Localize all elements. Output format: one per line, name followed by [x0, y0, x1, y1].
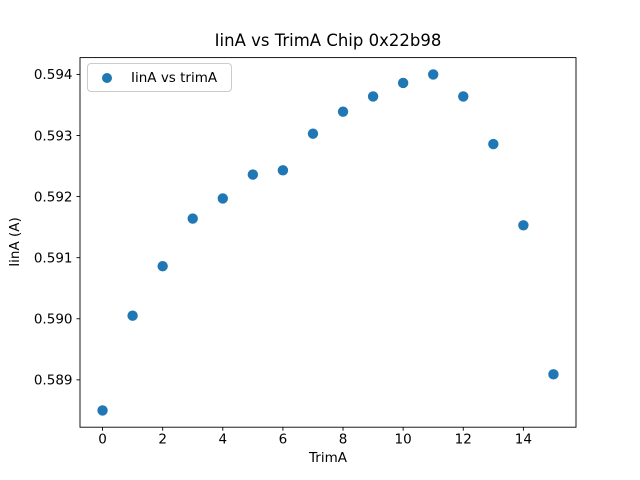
- y-axis-label: IinA (A): [7, 217, 23, 267]
- data-point: [97, 405, 108, 416]
- legend: IinA vs trimA: [87, 63, 232, 92]
- x-tick-label: 10: [395, 432, 412, 448]
- y-tick-label: 0.589: [34, 373, 73, 389]
- x-tick-label: 4: [218, 432, 227, 448]
- data-point: [277, 165, 289, 176]
- data-point: [458, 91, 469, 102]
- y-tick-label: 0.590: [34, 312, 73, 328]
- legend-marker-icon: [102, 72, 112, 83]
- y-tick-label: 0.593: [34, 128, 73, 144]
- data-point: [127, 310, 138, 321]
- data-point: [247, 169, 259, 180]
- data-point: [428, 69, 439, 80]
- x-tick-label: 8: [339, 432, 348, 448]
- x-tick-label: 2: [158, 432, 167, 448]
- data-point: [337, 106, 349, 117]
- x-tick-label: 14: [515, 432, 532, 448]
- x-axis-label: TrimA: [309, 450, 347, 466]
- data-point: [307, 128, 319, 139]
- x-tick-label: 6: [279, 432, 288, 448]
- data-point: [367, 91, 379, 102]
- data-point: [397, 77, 409, 89]
- data-point: [217, 193, 228, 204]
- data-point: [548, 369, 559, 380]
- data-point: [187, 213, 198, 224]
- legend-label: IinA vs trimA: [131, 69, 218, 86]
- data-point: [488, 138, 499, 150]
- chart-title: IinA vs TrimA Chip 0x22b98: [214, 31, 442, 50]
- x-tick-label: 12: [455, 432, 472, 448]
- x-tick-label: 0: [98, 432, 107, 448]
- data-point: [157, 261, 168, 272]
- data-point: [518, 220, 529, 231]
- y-tick-label: 0.591: [34, 250, 73, 266]
- y-tick-label: 0.592: [34, 189, 73, 205]
- axes-border: [79, 57, 577, 428]
- y-tick-label: 0.594: [34, 67, 73, 83]
